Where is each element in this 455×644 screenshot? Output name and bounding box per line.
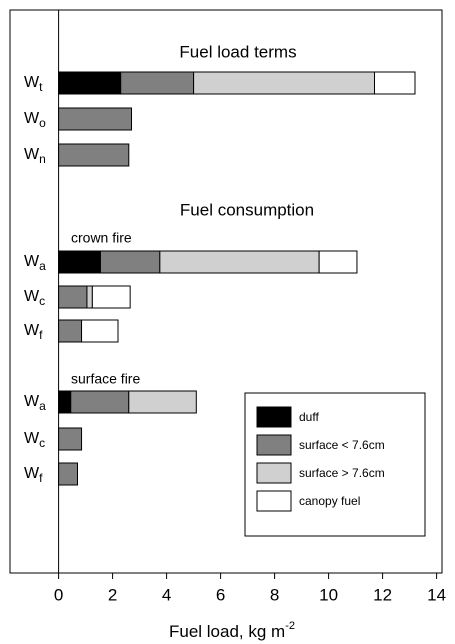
bar-segment [81, 319, 119, 343]
x-tick-label: 8 [270, 585, 279, 604]
legend-label: duff [299, 410, 319, 424]
bar-segment [159, 250, 320, 274]
bar-segment [58, 285, 88, 309]
bar-segment [120, 71, 195, 95]
bar-segment [374, 71, 416, 95]
bar-segment [128, 390, 197, 414]
bar-segment [58, 143, 130, 167]
bar-segment [58, 319, 83, 343]
plot-frame [9, 9, 443, 574]
bar-segment [58, 462, 78, 486]
legend-swatch [256, 406, 292, 428]
x-tick-label: 2 [108, 585, 117, 604]
legend-swatch [256, 490, 292, 512]
legend-label: canopy fuel [299, 494, 360, 508]
bar-segment [86, 285, 93, 309]
bar-segment [318, 250, 358, 274]
annotation: surface fire [71, 371, 140, 387]
legend-swatch [256, 462, 292, 484]
y-tick-label: Wf [24, 465, 43, 485]
x-tick-label: 6 [216, 585, 225, 604]
x-tick-label: 14 [427, 585, 446, 604]
y-tick-label: Wa [24, 253, 46, 273]
annotation: crown fire [71, 230, 132, 246]
legend-swatch [256, 434, 292, 456]
x-axis-label: Fuel load, kg m-2 [169, 620, 295, 642]
y-tick-label: Wo [24, 110, 46, 130]
bar-segment [58, 250, 101, 274]
bar-segment [193, 71, 375, 95]
annotation: Fuel load terms [179, 42, 296, 61]
bar-segment [99, 250, 161, 274]
annotation: Fuel consumption [180, 200, 314, 219]
bar-segment [58, 427, 83, 451]
x-tick-label: 10 [319, 585, 338, 604]
bar-segment [58, 71, 122, 95]
y-tick-label: Wc [24, 288, 45, 308]
y-tick-label: Wf [24, 322, 43, 342]
legend-label: surface < 7.6cm [299, 438, 385, 452]
bar-segment [58, 390, 72, 414]
x-tick-label: 12 [373, 585, 392, 604]
y-tick-label: Wa [24, 393, 46, 413]
bar-segment [91, 285, 131, 309]
bar-segment [58, 107, 132, 131]
y-tick-label: Wt [24, 74, 43, 94]
x-tick-label: 4 [162, 585, 171, 604]
y-tick-label: Wc [24, 430, 45, 450]
x-tick-label: 0 [54, 585, 63, 604]
y-tick-label: Wn [24, 146, 46, 166]
bar-segment [70, 390, 130, 414]
legend-label: surface > 7.6cm [299, 466, 385, 480]
